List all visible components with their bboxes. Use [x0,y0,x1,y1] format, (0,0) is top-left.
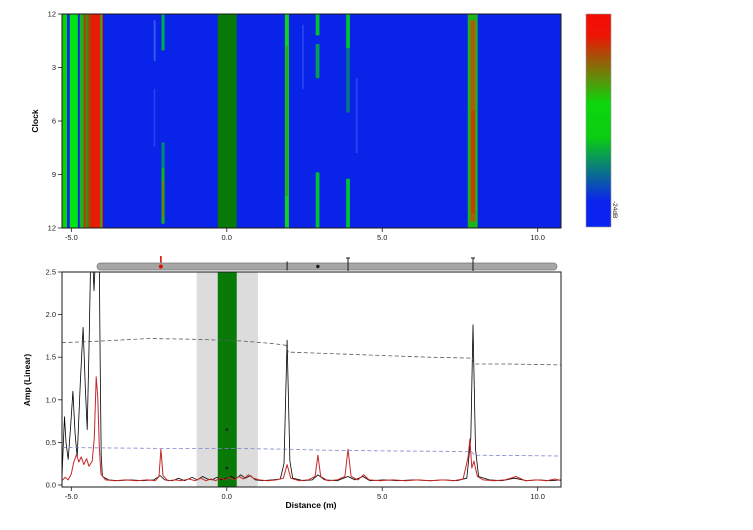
heatmap-stripe [315,43,320,79]
heatmap-stripe [285,46,288,196]
clock-tick-label: 6 [52,117,56,126]
amp-y-tick-label: 1.0 [46,395,56,404]
heatmap-stripe [217,14,237,228]
heatmap-stripe [346,48,350,113]
amp-y-tick-label: 2.0 [46,310,56,319]
heatmap-x-tick-label: -5.0 [65,233,78,242]
threshold-dashed-upper [62,338,561,366]
heatmap-stripe [153,88,156,147]
threshold-dashed-lower [62,447,561,457]
amp-y-tick-label: 2.5 [46,268,56,277]
amp-x-tick-label: 5.0 [377,492,387,501]
amp-axis-title: Amp (Linear) [22,354,32,407]
colorbar-gradient [585,13,612,228]
band-point-marker [225,428,229,431]
heatmap-x-tick-label: 5.0 [377,233,387,242]
heatmap-stripe [315,172,320,228]
heatmap-background [62,14,561,228]
colorbar-scale-label: -24dB [611,201,618,218]
feature-bar-track [96,262,558,271]
marker-a1-dot[interactable] [158,264,163,269]
amp-y-tick-label: 1.5 [46,353,56,362]
amp-y-tick-label: 0.0 [46,481,56,490]
heatmap-stripe [471,110,475,214]
amp-x-tick-label: 10.0 [530,492,545,501]
heatmap-stripe [315,14,320,36]
amp-x-tick-label: -5.0 [65,492,78,501]
distance-axis-title: Distance (m) [285,500,336,510]
amp-y-tick-label: 0.5 [46,438,56,447]
heatmap-stripe [62,14,67,228]
heatmap-stripes [62,14,478,228]
colorbar [585,13,612,228]
heatmap-x-tick-label: 10.0 [530,233,545,242]
heatmap-stripe [161,142,165,169]
heatmap-stripe [69,14,78,228]
clock-tick-label: 9 [52,170,56,179]
clock-axis-title: Clock [30,109,40,132]
heatmap-stripe [100,14,103,228]
highlight-band-green [217,272,237,487]
clock-tick-label: 3 [52,63,56,72]
amp-plot-border [61,271,562,488]
clock-heatmap-panel: 12 3 6 9 12 -5.0 0.0 5.0 10.0 [48,10,562,242]
heatmap-x-tick-label: 0.0 [222,233,232,242]
heatmap-stripe [162,180,164,218]
heatmap-stripe [79,14,84,228]
heatmap-stripe [355,78,358,154]
heatmap-stripe [302,24,304,89]
band-point-marker [225,466,229,470]
clock-tick-label: 12 [48,10,56,19]
heatmap-stripe [161,14,165,51]
marker-a2-dot[interactable] [316,264,320,269]
heatmap-stripe [85,14,88,228]
amp-plot-panel: 0.0 0.5 1.0 1.5 2.0 2.5 -5.0 0.0 5.0 10.0 [46,268,562,501]
heatmap-stripe [346,14,350,49]
heatmap-stripe [346,178,350,228]
amp-trace-red [62,376,561,482]
clock-tick-label: 12 [48,224,56,233]
heatmap-stripe [153,20,156,62]
heatmap-stripe [90,14,104,228]
amp-plot-background [62,272,561,487]
amp-x-tick-label: 0.0 [222,492,232,501]
